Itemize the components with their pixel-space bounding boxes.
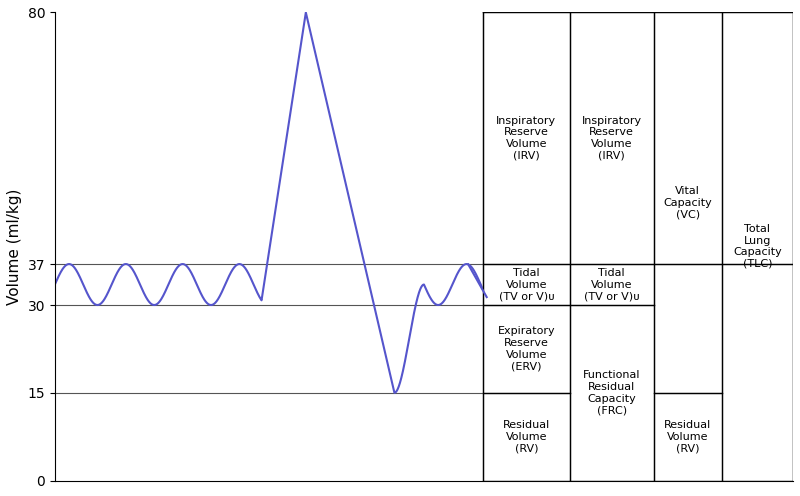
Text: Vital
Capacity
(VC): Vital Capacity (VC) (663, 186, 712, 219)
Text: Residual
Volume
(RV): Residual Volume (RV) (664, 420, 711, 453)
Text: Total
Lung
Capacity
(TLC): Total Lung Capacity (TLC) (733, 224, 782, 269)
Text: Tidal
Volume
(TV or V)ᴜ: Tidal Volume (TV or V)ᴜ (584, 268, 639, 301)
Bar (483, 12, 793, 481)
Y-axis label: Volume (ml/kg): Volume (ml/kg) (7, 188, 22, 305)
Text: Tidal
Volume
(TV or V)ᴜ: Tidal Volume (TV or V)ᴜ (498, 268, 554, 301)
Text: Inspiratory
Reserve
Volume
(IRV): Inspiratory Reserve Volume (IRV) (582, 116, 642, 161)
Text: Residual
Volume
(RV): Residual Volume (RV) (502, 420, 550, 453)
Text: Inspiratory
Reserve
Volume
(IRV): Inspiratory Reserve Volume (IRV) (496, 116, 557, 161)
Text: Functional
Residual
Capacity
(FRC): Functional Residual Capacity (FRC) (583, 371, 641, 415)
Text: Expiratory
Reserve
Volume
(ERV): Expiratory Reserve Volume (ERV) (498, 326, 555, 372)
